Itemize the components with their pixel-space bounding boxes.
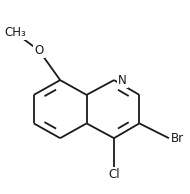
Text: N: N bbox=[118, 74, 127, 87]
Text: N: N bbox=[118, 74, 127, 87]
Text: CH₃: CH₃ bbox=[4, 26, 26, 39]
Text: Br: Br bbox=[171, 132, 184, 145]
Text: Cl: Cl bbox=[108, 168, 120, 181]
Text: Br: Br bbox=[171, 132, 184, 145]
Text: O: O bbox=[34, 44, 44, 57]
Text: CH₃: CH₃ bbox=[4, 26, 26, 39]
Text: Cl: Cl bbox=[108, 168, 120, 181]
Text: O: O bbox=[34, 44, 44, 57]
